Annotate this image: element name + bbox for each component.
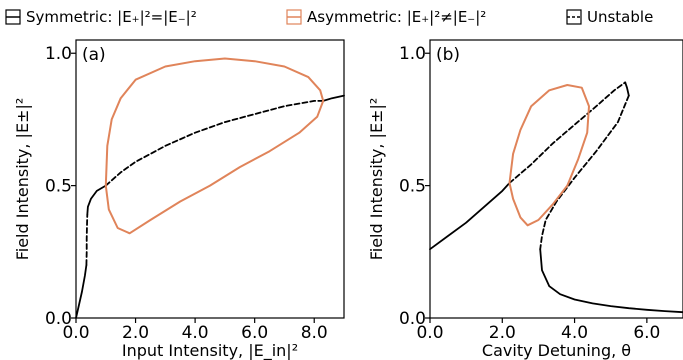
panel-a: 0.0 0.5 1.0 0.0 2.0 4.0 6.0 8.0 (a) Input Intensi…	[13, 39, 345, 360]
series-line-b-5	[508, 84, 590, 227]
y-tick-label-a-0: 0.0	[45, 309, 72, 329]
panel-label-a: (a)	[82, 45, 106, 65]
plot-frame-b	[429, 39, 683, 319]
panel-b: 0.0 0.5 1.0 0.0 2.0 4.0 6.0 (b) Cavity Detuning,…	[367, 39, 683, 360]
legend-item-asymmetric: Asymmetric: |E₊|²≠|E₋|²	[286, 8, 486, 26]
legend-label-unstable: Unstable	[587, 8, 653, 26]
x-tick-label-a-2: 4.0	[182, 323, 209, 343]
x-tick-label-b-2: 4.0	[561, 323, 588, 343]
series-line-a-1	[85, 213, 89, 266]
x-tick-label-a-1: 2.0	[122, 323, 149, 343]
legend: Symmetric: |E₊|²=|E₋|² Asymmetric: |E₊|²…	[5, 8, 653, 26]
x-tick-label-a-0: 0.0	[62, 323, 89, 343]
y-axis-label-b: Field Intensity, |E±|²	[367, 98, 386, 261]
plot-frame-a	[75, 39, 345, 319]
panel-label-b: (b)	[436, 45, 460, 65]
series-line-b-3	[539, 94, 630, 251]
y-tick-label-a-2: 1.0	[45, 44, 72, 64]
series-line-a-5	[104, 57, 325, 235]
x-tick-label-a-3: 6.0	[241, 323, 268, 343]
series-line-b-4	[539, 248, 683, 314]
x-axis-label-b: Cavity Detuning, θ	[482, 341, 631, 360]
series-line-b-0	[429, 182, 511, 251]
series-line-b-1	[508, 81, 627, 184]
x-tick-label-a-4: 8.0	[301, 323, 328, 343]
series-line-a-2	[86, 184, 107, 216]
x-tick-label-b-0: 0.0	[416, 323, 443, 343]
series-line-a-4	[322, 94, 345, 102]
legend-item-unstable: Unstable	[566, 8, 653, 26]
x-axis-label-a: Input Intensity, |E_in|²	[122, 341, 298, 360]
series-line-a-0	[75, 264, 88, 319]
legend-label-symmetric: Symmetric: |E₊|²=|E₋|²	[26, 8, 197, 26]
y-tick-label-b-1: 0.5	[399, 177, 426, 197]
y-tick-label-a-1: 0.5	[45, 177, 72, 197]
x-tick-label-b-1: 2.0	[489, 323, 516, 343]
series-line-a-3	[104, 100, 325, 187]
y-tick-label-b-2: 1.0	[399, 44, 426, 64]
series-line-b-2	[624, 81, 630, 97]
legend-label-asymmetric: Asymmetric: |E₊|²≠|E₋|²	[307, 8, 486, 26]
x-tick-label-b-3: 6.0	[633, 323, 660, 343]
y-tick-label-b-0: 0.0	[399, 309, 426, 329]
y-axis-label-a: Field Intensity, |E±|²	[13, 98, 32, 261]
legend-item-symmetric: Symmetric: |E₊|²=|E₋|²	[5, 8, 197, 26]
